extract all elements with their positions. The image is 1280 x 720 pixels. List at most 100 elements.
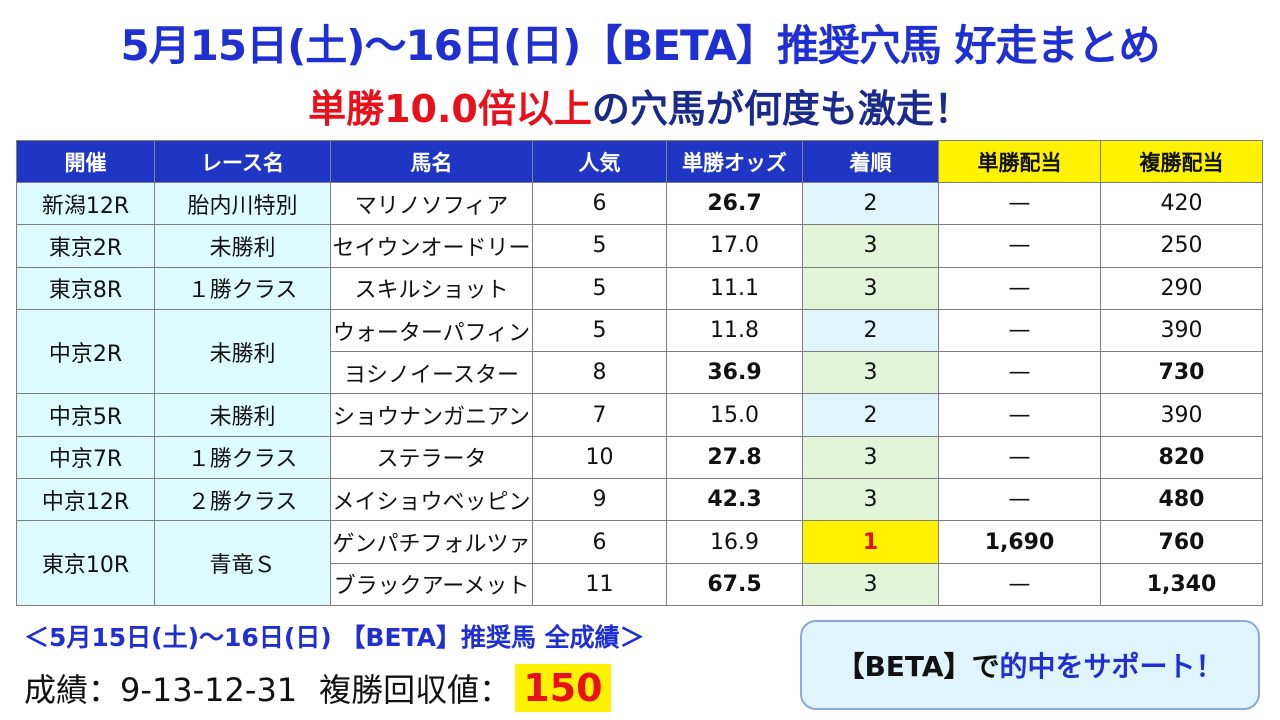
odds-cell: 67.5 (666, 562, 803, 607)
horse-cell: セイウンオードリー (330, 224, 533, 268)
odds-cell: 16.9 (666, 520, 803, 564)
horse-cell: マリノソフィア (330, 181, 533, 226)
table-row: 中京12R ２勝クラス メイショウベッピン 9 42.3 3 — 480 (16, 478, 1263, 522)
race-cell: １勝クラス (154, 266, 331, 310)
popularity-cell: 10 (532, 435, 667, 480)
race-cell: ２勝クラス (154, 478, 331, 522)
recovery-value: 150 (515, 664, 611, 712)
table-row: ブラックアーメット 11 67.5 3 — 1,340 (17, 562, 1263, 607)
race-cell: 青竜Ｓ (154, 520, 331, 606)
finish-cell: 3 (802, 351, 939, 395)
subtitle-text: の穴馬が何度も激走！ (591, 87, 972, 131)
popularity-cell: 9 (532, 478, 667, 522)
odds-cell: 11.8 (666, 308, 803, 353)
race-cell: 未勝利 (154, 393, 331, 437)
venue-cell: 中京2R (16, 308, 155, 395)
place-payout-cell: 480 (1100, 478, 1263, 522)
odds-cell: 27.8 (666, 435, 803, 480)
col-header-venue: 開催 (16, 140, 155, 183)
page-title: 5月15日(土)～16日(日)【BETA】推奨穴馬 好走まとめ (120, 21, 1160, 70)
race-cell: 未勝利 (154, 224, 331, 268)
win-payout-cell: — (938, 181, 1101, 226)
col-header-race: レース名 (154, 140, 331, 183)
venue-cell: 中京7R (16, 435, 155, 480)
col-header-popularity: 人気 (532, 140, 667, 183)
table-header-row: 開催 レース名 馬名 人気 単勝オッズ 着順 単勝配当 複勝配当 (16, 140, 1263, 183)
odds-cell: 36.9 (666, 351, 803, 395)
col-header-horse: 馬名 (330, 140, 533, 183)
race-cell: 胎内川特別 (154, 181, 331, 226)
win-payout-cell: — (938, 435, 1101, 480)
record-label: 成績：9-13-12-31 (24, 671, 298, 709)
col-header-win-payout: 単勝配当 (938, 140, 1101, 183)
place-payout-cell: 390 (1100, 308, 1263, 353)
table-row: ヨシノイースター 8 36.9 3 — 730 (17, 351, 1263, 395)
subtitle-highlight: 単勝10.0倍以上 (308, 87, 592, 131)
win-payout-cell: — (938, 393, 1101, 437)
race-cell: １勝クラス (154, 435, 331, 480)
win-payout-cell: — (938, 308, 1101, 353)
odds-cell: 17.0 (666, 224, 803, 268)
place-payout-cell: 1,340 (1100, 562, 1263, 607)
horse-cell: ブラックアーメット (330, 562, 533, 607)
horse-cell: ステラータ (330, 435, 533, 480)
place-payout-cell: 290 (1100, 266, 1263, 310)
win-payout-cell: — (938, 351, 1101, 395)
place-payout-cell: 730 (1100, 351, 1263, 395)
place-payout-cell: 820 (1100, 435, 1263, 480)
recovery-label: 複勝回収値： (319, 671, 512, 709)
venue-cell: 東京8R (16, 266, 155, 310)
odds-cell: 15.0 (666, 393, 803, 437)
finish-cell: 1 (802, 520, 939, 564)
popularity-cell: 7 (532, 393, 667, 437)
support-banner: 【BETA】で 的中をサポート！ (800, 620, 1260, 710)
venue-cell: 中京12R (16, 478, 155, 522)
win-payout-cell: — (938, 562, 1101, 607)
col-header-place-payout: 複勝配当 (1100, 140, 1263, 183)
table-row: 東京2R 未勝利 セイウンオードリー 5 17.0 3 — 250 (16, 224, 1263, 268)
place-payout-cell: 390 (1100, 393, 1263, 437)
finish-cell: 2 (802, 308, 939, 353)
page-subtitle: 単勝10.0倍以上の穴馬が何度も激走！ (0, 78, 1280, 133)
finish-cell: 2 (802, 393, 939, 437)
table-row: 東京10R 青竜Ｓ ゲンパチフォルツァ 6 16.9 1 1,690 760 (16, 520, 1263, 606)
venue-cell: 新潟12R (16, 181, 155, 226)
horse-cell: ウォーターパフィン (330, 308, 533, 353)
finish-cell: 3 (802, 478, 939, 522)
place-payout-cell: 420 (1100, 181, 1263, 226)
win-payout-cell: 1,690 (938, 520, 1101, 564)
win-payout-cell: — (938, 478, 1101, 522)
results-table: 開催 レース名 馬名 人気 単勝オッズ 着順 単勝配当 複勝配当 新潟12R 胎… (16, 140, 1263, 607)
table-row: 新潟12R 胎内川特別 マリノソフィア 6 26.7 2 — 420 (16, 181, 1263, 226)
col-header-win-odds: 単勝オッズ (666, 140, 803, 183)
summary-record: 成績：9-13-12-31 複勝回収値： 150 (24, 664, 611, 712)
finish-cell: 3 (802, 224, 939, 268)
col-header-finish: 着順 (802, 140, 939, 183)
table-row: 東京8R １勝クラス スキルショット 5 11.1 3 — 290 (16, 266, 1263, 310)
win-payout-cell: — (938, 224, 1101, 268)
table-row: 中京2R 未勝利 ウォーターパフィン 5 11.8 2 — 390 (16, 308, 1263, 395)
horse-cell: スキルショット (330, 266, 533, 310)
place-payout-cell: 760 (1100, 520, 1263, 564)
support-highlight: 的中をサポート！ (999, 650, 1224, 683)
horse-cell: ヨシノイースター (330, 351, 533, 395)
venue-cell: 東京10R (16, 520, 155, 606)
popularity-cell: 5 (532, 224, 667, 268)
odds-cell: 42.3 (666, 478, 803, 522)
place-payout-cell: 250 (1100, 224, 1263, 268)
horse-cell: ゲンパチフォルツァ (330, 520, 533, 564)
table-row: 中京5R 未勝利 ショウナンガニアン 7 15.0 2 — 390 (16, 393, 1263, 437)
popularity-cell: 6 (532, 181, 667, 226)
venue-cell: 東京2R (16, 224, 155, 268)
popularity-cell: 11 (532, 562, 667, 607)
finish-cell: 2 (802, 181, 939, 226)
race-cell: 未勝利 (154, 308, 331, 395)
odds-cell: 11.1 (666, 266, 803, 310)
table-row: 中京7R １勝クラス ステラータ 10 27.8 3 — 820 (16, 435, 1263, 480)
support-prefix: 【BETA】で (836, 650, 1000, 683)
summary-heading: ＜5月15日(土)～16日(日) 【BETA】推奨馬 全成績＞ (24, 623, 645, 652)
odds-cell: 26.7 (666, 181, 803, 226)
popularity-cell: 6 (532, 520, 667, 564)
popularity-cell: 5 (532, 266, 667, 310)
horse-cell: メイショウベッピン (330, 478, 533, 522)
